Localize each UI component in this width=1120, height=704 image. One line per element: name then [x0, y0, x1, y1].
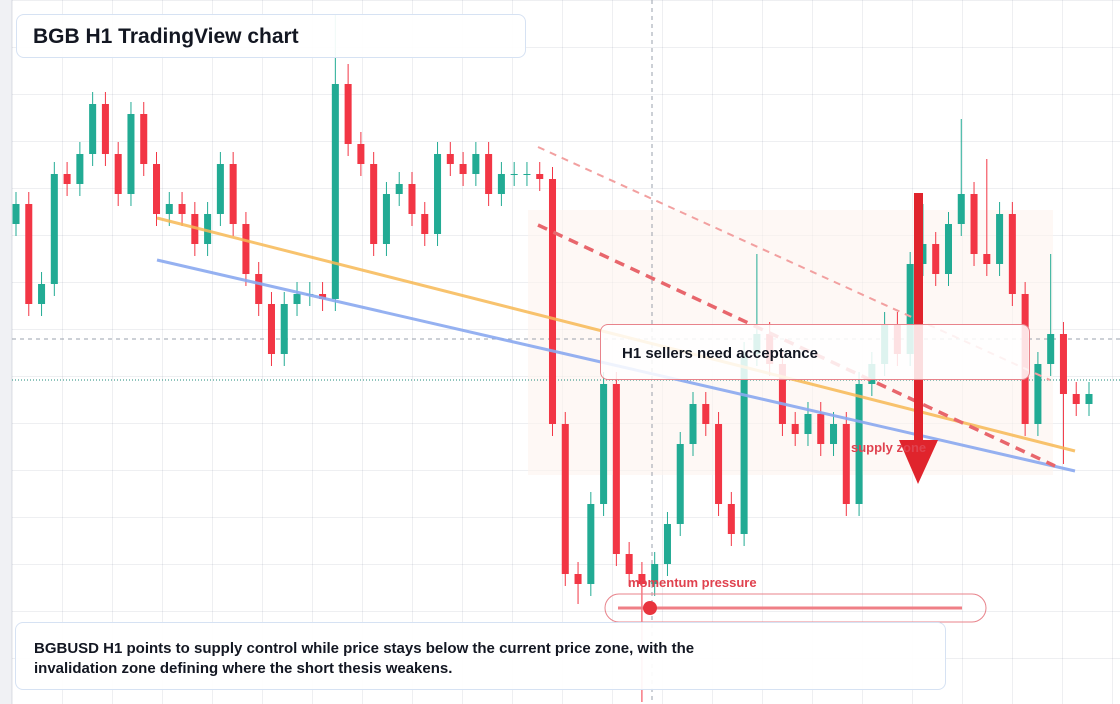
candle-body	[216, 164, 224, 214]
candle-body	[485, 154, 493, 194]
candle-body	[804, 414, 812, 434]
candle-body	[1047, 334, 1055, 364]
candle-body	[421, 214, 429, 234]
candle-body	[38, 284, 46, 304]
candle-body	[1034, 364, 1042, 424]
candle-body	[548, 179, 557, 424]
candle-body	[152, 164, 161, 214]
candle-body	[280, 304, 288, 354]
candle-body	[587, 504, 595, 584]
candle-body	[50, 174, 58, 284]
candle-body	[472, 154, 480, 174]
candle-body	[344, 84, 352, 144]
candle-body	[255, 274, 263, 304]
footer-text: BGBUSD H1 points to supply control while…	[34, 640, 695, 677]
candle-body	[625, 554, 633, 574]
candle-body	[229, 164, 237, 224]
candle-body	[523, 174, 531, 175]
candle-body	[395, 184, 403, 194]
candle-body	[715, 424, 723, 504]
candle-body	[178, 204, 186, 214]
candle-body	[906, 264, 914, 354]
candle-body	[638, 574, 646, 584]
candle-body	[574, 574, 582, 584]
candle-body	[855, 384, 863, 504]
candle-body	[932, 244, 940, 274]
candle-body	[434, 154, 442, 234]
candle-body	[459, 164, 467, 174]
candle-body	[740, 354, 748, 534]
candle-body	[497, 174, 505, 194]
candle-body	[408, 184, 416, 214]
annotation: H1 sellers need acceptance	[622, 345, 818, 362]
candle-body	[12, 204, 20, 224]
candle-body	[76, 154, 84, 184]
candle-body	[267, 304, 275, 354]
candle-body	[778, 364, 786, 424]
candle-body	[357, 144, 365, 164]
candle-body	[651, 564, 659, 584]
candle-body	[165, 204, 173, 214]
candle-body	[536, 174, 544, 179]
arrow-head	[899, 440, 938, 484]
candle-body	[510, 174, 518, 175]
candle-body	[970, 194, 978, 254]
candle-body	[830, 424, 838, 444]
candle-body	[63, 174, 71, 184]
candle-body	[25, 204, 33, 304]
candle-body	[983, 254, 991, 264]
candle-body	[727, 504, 735, 534]
title-card: BGB H1 TradingView chart	[16, 14, 526, 58]
candle-body	[663, 524, 671, 564]
candle-body	[957, 194, 965, 224]
candle-body	[293, 294, 301, 304]
candle-body	[612, 384, 620, 554]
candle-body	[127, 114, 135, 194]
candle-body	[996, 214, 1004, 264]
candle-body	[331, 84, 339, 299]
candle-body	[1059, 334, 1067, 394]
footer-card: BGBUSD H1 points to supply control while…	[15, 622, 946, 690]
candle-body	[1085, 394, 1093, 404]
candle-body	[944, 224, 953, 274]
candles	[12, 14, 1093, 702]
supply-label: supply zone	[851, 440, 927, 455]
candle-body	[600, 384, 608, 504]
title: BGB H1 TradingView chart	[33, 25, 299, 48]
candle-body	[101, 104, 109, 154]
momentum-label: momentum pressure	[628, 575, 757, 590]
candle-body	[791, 424, 799, 434]
candle-body	[817, 414, 825, 444]
candle-body	[89, 104, 97, 154]
candle-body	[114, 154, 122, 194]
candle-body	[561, 424, 569, 574]
candle-body	[676, 444, 684, 524]
candle-body	[204, 214, 212, 244]
candle-body	[689, 404, 697, 444]
candle-body	[702, 404, 710, 424]
candle-body	[319, 294, 327, 299]
momentum-knob	[643, 601, 657, 615]
arrow-shaft	[914, 193, 923, 443]
candle-body	[382, 194, 390, 244]
toolbar	[0, 0, 12, 704]
candle-body	[1008, 214, 1016, 294]
candle-body	[140, 114, 148, 164]
candle-body	[1072, 394, 1080, 404]
candle-body	[242, 224, 250, 274]
annotation-card: H1 sellers need acceptance	[600, 324, 1030, 380]
candle-body	[842, 424, 850, 504]
candle-body	[370, 164, 378, 244]
candle-body	[446, 154, 454, 164]
